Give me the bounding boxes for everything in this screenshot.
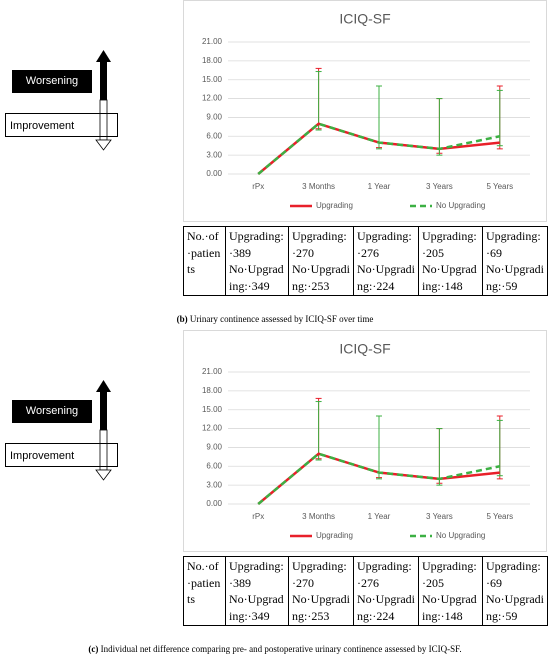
worsening-label: Worsening <box>12 400 92 423</box>
y-tick-label: 18.00 <box>202 386 223 395</box>
table-cell: Upgrading:·276 No·Upgrading:·224 <box>353 225 419 297</box>
table-cell: Upgrading:·270 No·Upgrading:·253 <box>288 555 354 627</box>
caption-label: (c) <box>88 644 99 654</box>
chart-title: ICIQ-SF <box>339 341 390 357</box>
x-tick-label: 3 Years <box>426 512 453 521</box>
cell-text: No·Upgrading:·59 <box>486 592 544 623</box>
legend-label: Upgrading <box>316 201 353 210</box>
chart-frame <box>183 0 547 222</box>
patients-table: No.·of·patients Upgrading:·389 No·Upgradi… <box>183 225 548 297</box>
cell-text: Upgrading:·389 <box>229 559 284 590</box>
cell-text: No·Upgrading:·148 <box>422 592 477 623</box>
cell-text: No·Upgrading:·59 <box>486 262 544 293</box>
chart-frame <box>183 330 547 552</box>
x-tick-label: 3 Years <box>426 182 453 191</box>
y-tick-label: 9.00 <box>206 113 222 122</box>
table-row: No.·of·patients Upgrading:·389 No·Upgradi… <box>183 555 548 627</box>
cell-text: Upgrading:·270 <box>292 229 347 260</box>
y-tick-label: 9.00 <box>206 443 222 452</box>
table-cell: Upgrading:·389 No·Upgrading:·349 <box>225 555 289 627</box>
caption: (b) Urinary continence assessed by ICIQ-… <box>0 314 550 324</box>
y-tick-label: 0.00 <box>206 169 222 178</box>
caption-label: (b) <box>176 314 188 324</box>
x-tick-label: 1 Year <box>368 512 391 521</box>
series-line <box>257 122 501 175</box>
y-tick-label: 6.00 <box>206 461 222 470</box>
y-tick-label: 15.00 <box>202 75 223 84</box>
legend-label: No Upgrading <box>436 531 485 540</box>
y-tick-label: 15.00 <box>202 405 223 414</box>
direction-arrow <box>95 50 112 151</box>
cell-text: Upgrading:·205 <box>422 559 477 590</box>
cell-text: No·Upgrading:·253 <box>292 592 350 623</box>
caption: (c) Individual net difference comparing … <box>0 644 550 654</box>
series-line <box>257 452 501 505</box>
y-tick-label: 21.00 <box>202 367 223 376</box>
y-tick-label: 0.00 <box>206 499 222 508</box>
caption-text: Individual net difference comparing pre-… <box>100 644 462 654</box>
x-tick-label: 5 Years <box>486 512 513 521</box>
table-header-cell: No.·of·patients <box>183 225 226 297</box>
y-tick-label: 3.00 <box>206 150 222 159</box>
caption-text: Urinary continence assessed by ICIQ-SF o… <box>189 314 374 324</box>
table-cell: Upgrading:·205 No·Upgrading:·148 <box>418 225 483 297</box>
table-row: No.·of·patients Upgrading:·389 No·Upgradi… <box>183 225 548 297</box>
legend-label: No Upgrading <box>436 201 485 210</box>
improvement-label: Improvement <box>5 113 118 137</box>
cell-text: Upgrading:·389 <box>229 229 284 260</box>
worsening-label: Worsening <box>12 70 92 93</box>
table-cell: Upgrading:·276 No·Upgrading:·224 <box>353 555 419 627</box>
table-cell: Upgrading:·270 No·Upgrading:·253 <box>288 225 354 297</box>
y-tick-label: 12.00 <box>202 424 223 433</box>
cell-text: Upgrading:·69 <box>486 559 541 590</box>
cell-text: No·Upgrading:·349 <box>229 592 284 623</box>
table-cell: Upgrading:·389 No·Upgrading:·349 <box>225 225 289 297</box>
table-cell: Upgrading:·69 No·Upgrading:·59 <box>482 225 548 297</box>
y-tick-label: 18.00 <box>202 56 223 65</box>
table-header-cell: No.·of·patients <box>183 555 226 627</box>
x-tick-label: 3 Months <box>302 512 335 521</box>
cell-text: No·Upgrading:·224 <box>357 592 415 623</box>
cell-text: No·Upgrading:·148 <box>422 262 477 293</box>
cell-text: Upgrading:·276 <box>357 229 412 260</box>
x-tick-label: rPx <box>252 182 264 191</box>
cell-text: Upgrading:·270 <box>292 559 347 590</box>
y-tick-label: 12.00 <box>202 94 223 103</box>
x-tick-label: 1 Year <box>368 182 391 191</box>
table-cell: Upgrading:·69 No·Upgrading:·59 <box>482 555 548 627</box>
x-tick-label: 3 Months <box>302 182 335 191</box>
legend-label: Upgrading <box>316 531 353 540</box>
x-tick-label: rPx <box>252 512 264 521</box>
y-tick-label: 6.00 <box>206 131 222 140</box>
chart-title: ICIQ-SF <box>339 11 390 27</box>
cell-text: Upgrading:·69 <box>486 229 541 260</box>
cell-text: No·Upgrading:·224 <box>357 262 415 293</box>
y-tick-label: 21.00 <box>202 37 223 46</box>
table-cell: Upgrading:·205 No·Upgrading:·148 <box>418 555 483 627</box>
cell-text: Upgrading:·205 <box>422 229 477 260</box>
cell-text: No·Upgrading:·349 <box>229 262 284 293</box>
improvement-label: Improvement <box>5 443 118 467</box>
y-tick-label: 3.00 <box>206 480 222 489</box>
direction-arrow <box>95 380 112 481</box>
patients-table: No.·of·patients Upgrading:·389 No·Upgradi… <box>183 555 548 627</box>
cell-text: Upgrading:·276 <box>357 559 412 590</box>
x-tick-label: 5 Years <box>486 182 513 191</box>
cell-text: No·Upgrading:·253 <box>292 262 350 293</box>
